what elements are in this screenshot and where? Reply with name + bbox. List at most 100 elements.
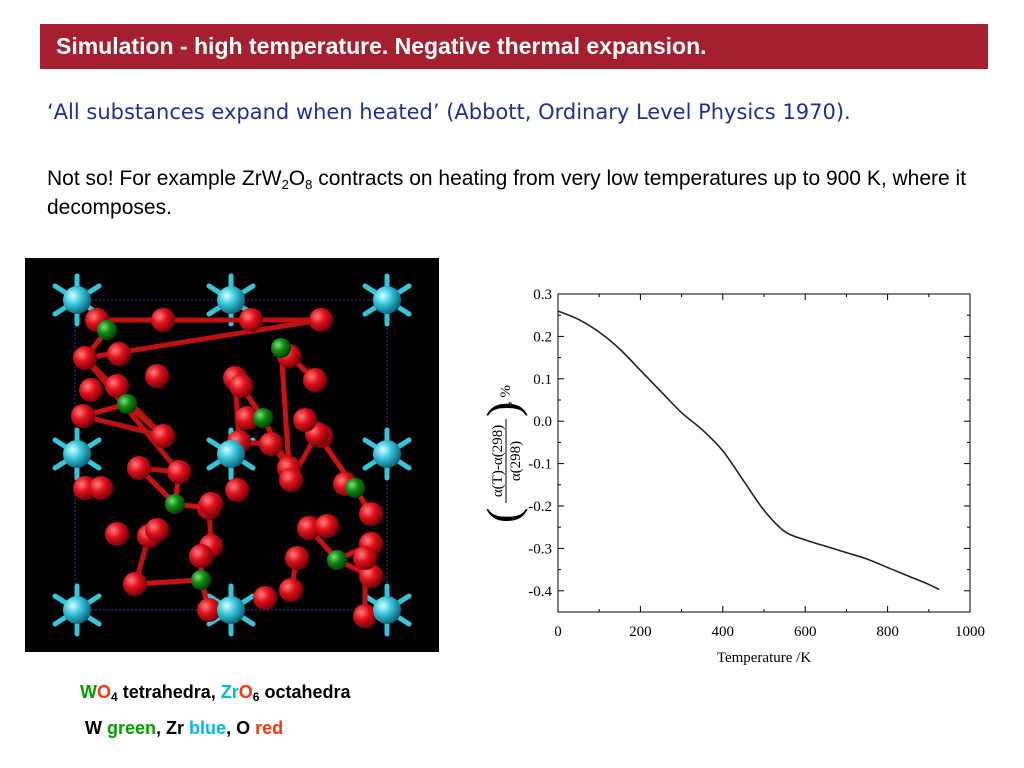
oxygen-atom [145, 518, 169, 542]
oxygen-atom [353, 546, 377, 570]
para-rest: contracts on heating from very low tempe… [47, 167, 967, 219]
y-tick-label: -0.3 [528, 541, 552, 557]
oxygen-atom [279, 578, 303, 602]
ticks-group: 0 200 400 600 800 1000 0.3 0.2 0.1 0.0 -0.1 -0.2 -0.… [528, 287, 985, 640]
zirconium-atom [217, 596, 245, 624]
formula-o-subscript: 8 [305, 177, 313, 192]
oxygen-atom [105, 374, 129, 398]
oxygen-atom [127, 456, 151, 480]
tungsten-atom [165, 494, 185, 514]
x-axis-label: Temperature /K [717, 650, 811, 666]
x-tick-label: 0 [554, 624, 562, 640]
oxygen-atom [303, 368, 327, 392]
tungsten-atom [117, 394, 137, 414]
oxygen-atom [105, 522, 129, 546]
oxygen-atom [293, 408, 317, 432]
body-paragraph: Not so! For example ZrW2O8 contracts on … [47, 164, 977, 222]
x-tick-label: 800 [876, 624, 899, 640]
caption2-blue: blue [189, 718, 227, 738]
tungsten-atom [191, 570, 211, 590]
y-tick-label: -0.1 [528, 457, 552, 473]
bond [82, 355, 182, 475]
tungsten-atom [271, 338, 291, 358]
oxygen-atom [309, 308, 333, 332]
oxygen-atom [279, 468, 303, 492]
oxygen-atom [297, 516, 321, 540]
title-bar: Simulation - high temperature. Negative … [40, 24, 988, 69]
oxygen-atom [285, 546, 309, 570]
oxygen-atom [315, 514, 339, 538]
y-label-denominator: α(298) [508, 441, 524, 481]
oxygen-atom [259, 432, 283, 456]
caption2-zr: , Zr [156, 718, 190, 738]
caption2-red: red [255, 718, 284, 738]
zirconium-atom [63, 596, 91, 624]
oxygen-atom [353, 604, 377, 628]
tungsten-atom [327, 550, 347, 570]
caption-line-1: WO4 tetrahedra, ZrO6 octahedra [80, 682, 350, 703]
zirconium-atom [217, 440, 245, 468]
y-tick-label: 0.3 [533, 287, 552, 303]
x-tick-label: 1000 [955, 624, 985, 640]
series-line [557, 310, 940, 591]
zirconium-atom [373, 596, 401, 624]
caption-w: W [80, 682, 97, 702]
zirconium-atom [373, 440, 401, 468]
oxygen-atom [167, 460, 191, 484]
oxygen-atom [89, 476, 113, 500]
caption-tetra: tetrahedra, [117, 682, 221, 702]
caption-o2: O [238, 682, 253, 702]
x-tick-label: 400 [712, 624, 735, 640]
zirconium-atom [63, 440, 91, 468]
oxygen-atom [79, 378, 103, 402]
caption-sub4: 4 [111, 690, 118, 704]
oxygen-atom [123, 572, 147, 596]
caption-sub6: 6 [252, 690, 260, 704]
caption-o1: O [97, 682, 112, 702]
zirconium-atom [63, 286, 91, 314]
crystal-structure-svg [52, 273, 412, 637]
oxygen-atom [73, 346, 97, 370]
bond [278, 345, 292, 471]
formula-o: O [288, 167, 306, 190]
plot-frame [557, 293, 971, 613]
x-tick-label: 600 [794, 624, 817, 640]
zirconium-atom [373, 286, 401, 314]
caption2-w: W [85, 718, 107, 738]
oxygen-atom [145, 364, 169, 388]
y-tick-label: 0.2 [533, 329, 552, 345]
oxygen-atom [197, 598, 221, 622]
oxygen-atom [253, 586, 277, 610]
oxygen-atom [151, 308, 175, 332]
para-intro: Not so! For example [47, 167, 242, 190]
oxygen-atom [199, 492, 223, 516]
crystal-structure-image [25, 258, 439, 652]
tungsten-atom [97, 320, 117, 340]
caption2-green: green [107, 718, 157, 738]
thermal-expansion-chart: 0 200 400 600 800 1000 0.3 0.2 0.1 0.0 -0.1 -0.2 -0.… [470, 276, 1000, 668]
oxygen-atom [229, 374, 253, 398]
atoms-group [63, 286, 401, 628]
y-label-unit: , % [498, 385, 514, 405]
y-label-paren-left: ( [477, 508, 528, 523]
x-tick-label: 200 [629, 624, 652, 640]
caption2-o: , O [226, 718, 256, 738]
oxygen-atom [107, 342, 131, 366]
quote-text: ‘All substances expand when heated’ (Abb… [47, 100, 851, 124]
tungsten-atom [253, 408, 273, 428]
y-tick-label: 0.1 [533, 372, 552, 388]
y-tick-label: -0.4 [528, 584, 552, 600]
formula-w-subscript: 2 [281, 177, 289, 192]
oxygen-atom [235, 406, 259, 430]
oxygen-atom [359, 502, 383, 526]
y-label-numerator: α(T)-α(298) [490, 425, 506, 497]
caption-octa: octahedra [259, 682, 351, 702]
oxygen-atom [189, 544, 213, 568]
y-tick-label: -0.2 [528, 499, 552, 515]
y-label-paren-right: ) [477, 402, 528, 417]
y-tick-label: 0.0 [533, 414, 552, 430]
oxygen-atom [151, 424, 175, 448]
slide-title: Simulation - high temperature. Negative … [56, 33, 707, 59]
y-axis-label: ( α(T)-α(298) α(298) ) , % [477, 385, 528, 523]
oxygen-atom [71, 404, 95, 428]
